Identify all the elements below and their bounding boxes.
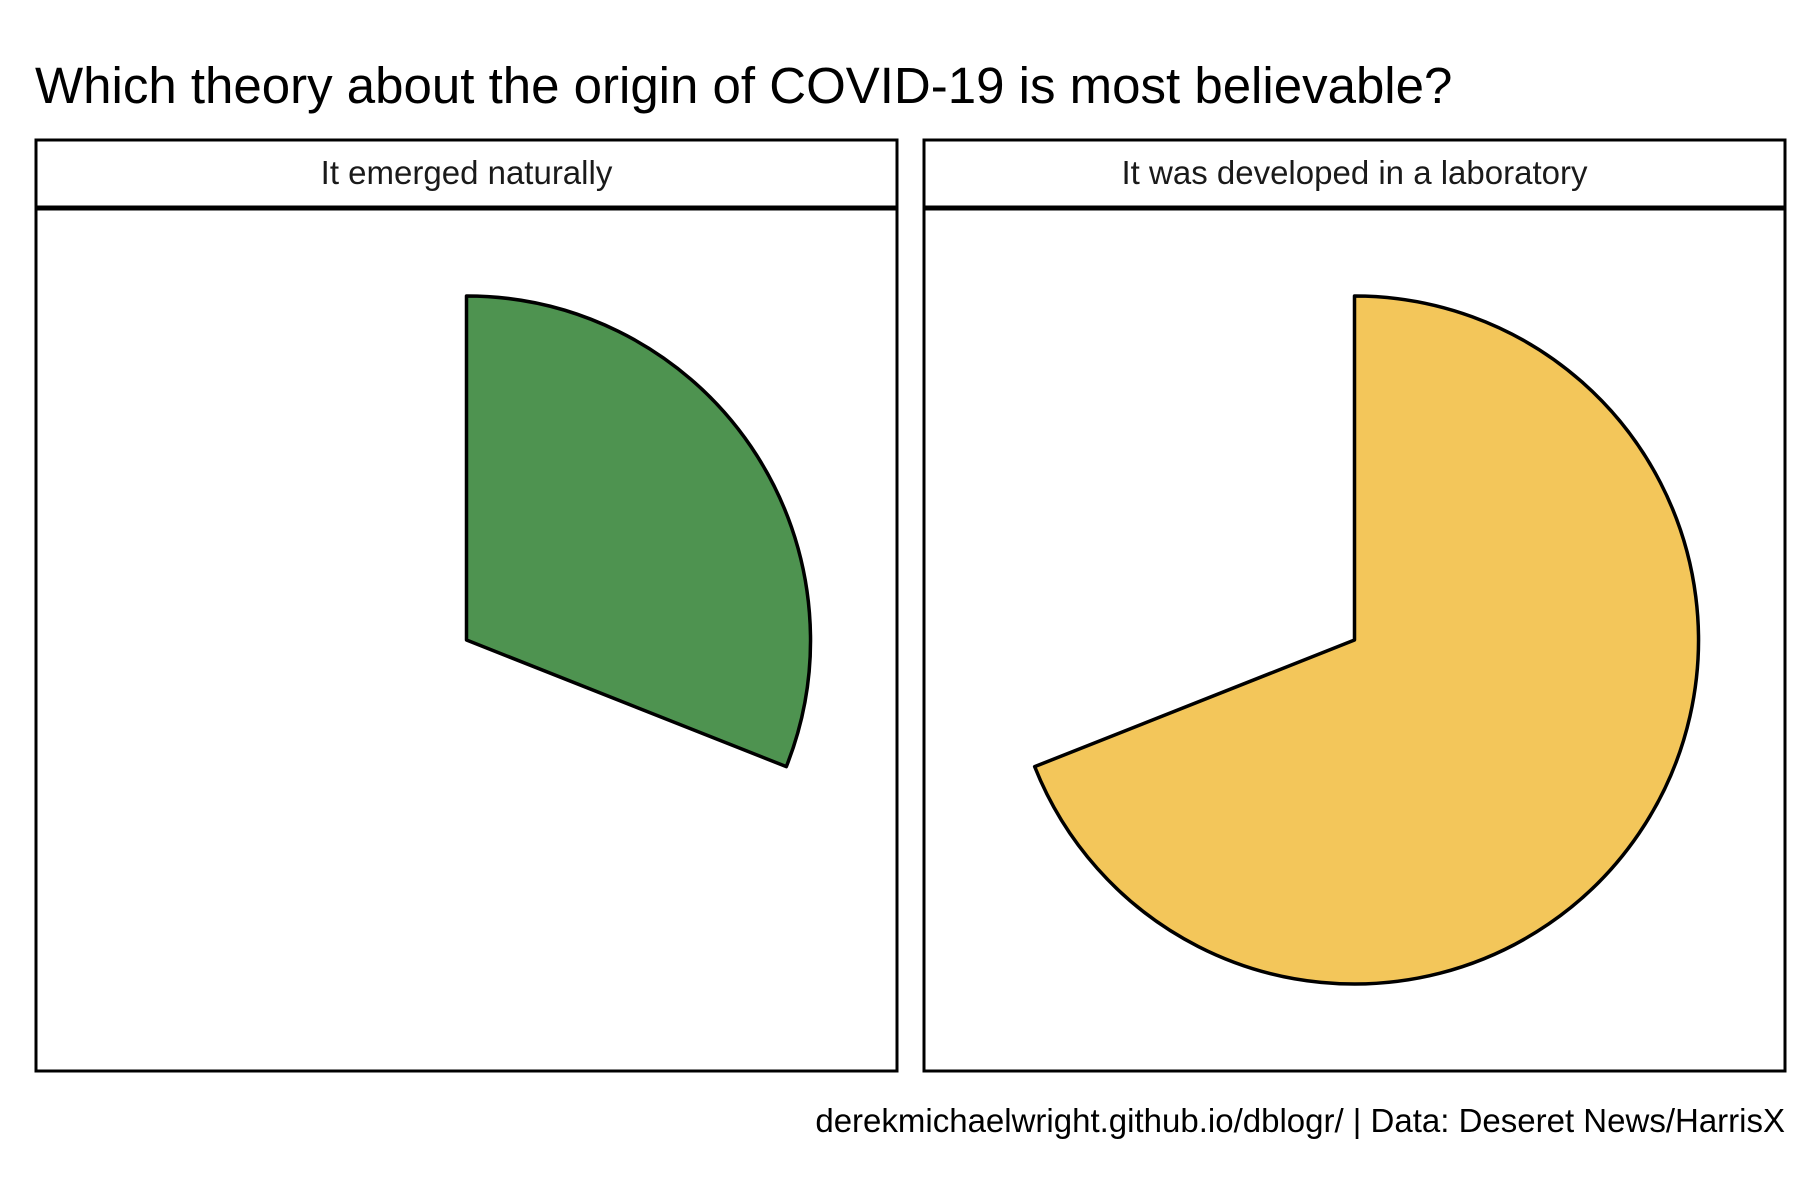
pie-slice-laboratory (1032, 294, 1701, 986)
strip-box-natural (34, 138, 899, 210)
facet-label-laboratory: It was developed in a laboratory (1122, 154, 1588, 191)
pie-slice-natural (464, 294, 813, 769)
facet-label-natural: It emerged naturally (321, 154, 613, 191)
facet-panel-natural: It emerged naturally (34, 138, 899, 1073)
facet-panel-laboratory: It was developed in a laboratory (922, 138, 1787, 1073)
strip-box-laboratory (922, 138, 1787, 210)
chart-title: Which theory about the origin of COVID-1… (35, 57, 1452, 114)
chart-caption: derekmichaelwright.github.io/dblogr/ | D… (815, 1102, 1785, 1139)
